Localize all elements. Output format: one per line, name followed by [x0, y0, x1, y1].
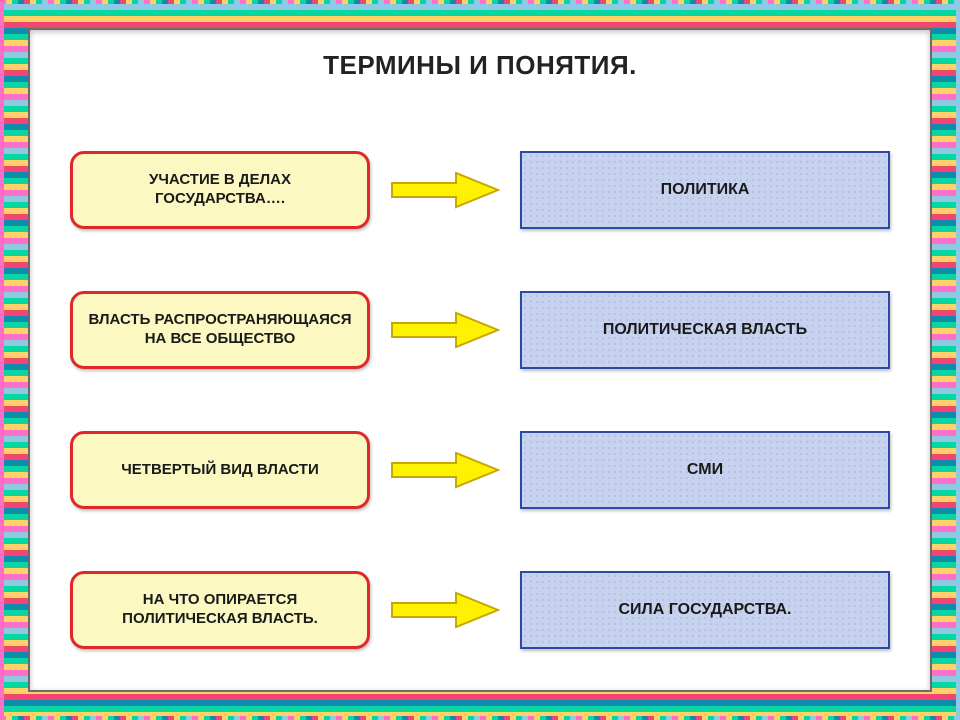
term-box: СМИ — [520, 431, 890, 509]
arrow-wrap — [370, 311, 520, 349]
arrow-icon — [390, 451, 500, 489]
arrow-shape — [392, 453, 498, 487]
arrow-icon — [390, 171, 500, 209]
arrow-wrap — [370, 591, 520, 629]
mapping-row: НА ЧТО ОПИРАЕТСЯ ПОЛИТИЧЕСКАЯ ВЛАСТЬ. СИ… — [70, 570, 890, 650]
slide-canvas: ТЕРМИНЫ И ПОНЯТИЯ. УЧАСТИЕ В ДЕЛАХ ГОСУД… — [28, 28, 932, 692]
term-box: ПОЛИТИКА — [520, 151, 890, 229]
mapping-row: ВЛАСТЬ РАСПРОСТРАНЯЮЩАЯСЯ НА ВСЕ ОБЩЕСТВ… — [70, 290, 890, 370]
arrow-shape — [392, 173, 498, 207]
arrow-shape — [392, 593, 498, 627]
arrow-wrap — [370, 171, 520, 209]
mapping-row: ЧЕТВЕРТЫЙ ВИД ВЛАСТИ СМИ — [70, 430, 890, 510]
arrow-shape — [392, 313, 498, 347]
slide-stage: ТЕРМИНЫ И ПОНЯТИЯ. УЧАСТИЕ В ДЕЛАХ ГОСУД… — [0, 0, 960, 720]
definition-box: УЧАСТИЕ В ДЕЛАХ ГОСУДАРСТВА…. — [70, 151, 370, 229]
term-box: СИЛА ГОСУДАРСТВА. — [520, 571, 890, 649]
mapping-row: УЧАСТИЕ В ДЕЛАХ ГОСУДАРСТВА…. ПОЛИТИКА — [70, 150, 890, 230]
arrow-icon — [390, 311, 500, 349]
definition-box: НА ЧТО ОПИРАЕТСЯ ПОЛИТИЧЕСКАЯ ВЛАСТЬ. — [70, 571, 370, 649]
definition-box: ЧЕТВЕРТЫЙ ВИД ВЛАСТИ — [70, 431, 370, 509]
term-box: ПОЛИТИЧЕСКАЯ ВЛАСТЬ — [520, 291, 890, 369]
arrow-wrap — [370, 451, 520, 489]
definition-box: ВЛАСТЬ РАСПРОСТРАНЯЮЩАЯСЯ НА ВСЕ ОБЩЕСТВ… — [70, 291, 370, 369]
arrow-icon — [390, 591, 500, 629]
page-title: ТЕРМИНЫ И ПОНЯТИЯ. — [30, 50, 930, 81]
